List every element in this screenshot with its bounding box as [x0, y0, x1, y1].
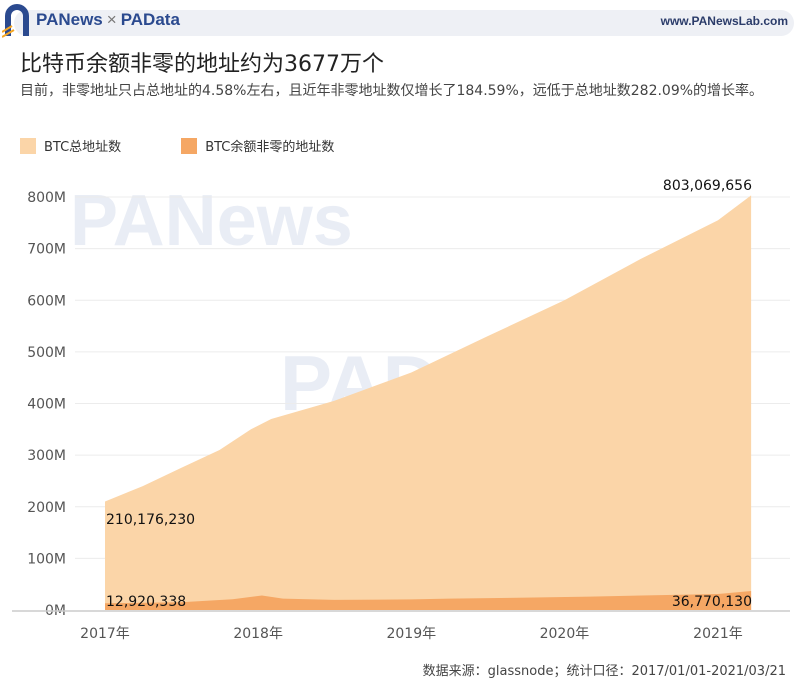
y-tick-label: 400M: [27, 397, 66, 413]
brand-panews: PANews: [36, 10, 103, 29]
y-tick-label: 500M: [27, 345, 66, 361]
legend-item-total: BTC总地址数: [20, 136, 121, 155]
chart-subtitle: 目前，非零地址只占总地址的4.58%左右，且近年非零地址数仅增长了184.59%…: [20, 83, 764, 99]
x-tick-label: 2018年: [233, 626, 283, 642]
chart-title: 比特币余额非零的地址约为3677万个: [20, 52, 384, 77]
source-note: 数据来源：glassnode；统计口径：2017/01/01-2021/03/2…: [422, 664, 786, 679]
x-tick-label: 2021年: [693, 626, 743, 642]
brand-separator: ×: [106, 10, 117, 29]
y-tick-label: 100M: [27, 551, 66, 567]
legend-item-nonzero: BTC余额非零的地址数: [181, 136, 334, 155]
data-label: 12,920,338: [106, 594, 186, 610]
data-label: 36,770,130: [672, 594, 752, 610]
brand-padata: PAData: [120, 10, 180, 29]
legend: BTC总地址数 BTC余额非零的地址数: [20, 136, 334, 155]
y-tick-label: 300M: [27, 448, 66, 464]
data-label: 210,176,230: [106, 512, 195, 528]
legend-swatch: [20, 137, 36, 154]
y-tick-label: 200M: [27, 500, 66, 516]
area-series-0: [105, 195, 752, 610]
brand: PANews × PAData: [36, 10, 180, 30]
site-url: www.PANewsLab.com: [660, 14, 788, 28]
legend-label: BTC总地址数: [44, 140, 122, 155]
area-series-1: [105, 591, 752, 610]
y-tick-label: 600M: [27, 293, 66, 309]
y-tick-label: 700M: [27, 242, 66, 258]
legend-swatch: [181, 137, 198, 154]
y-tick-label: 800M: [27, 190, 66, 206]
header-bar: [14, 10, 794, 36]
watermark-panews: PANews: [70, 181, 353, 261]
panews-logo-icon: [2, 4, 29, 38]
data-label: 803,069,656: [663, 178, 752, 194]
x-tick-label: 2017年: [80, 626, 130, 642]
x-tick-label: 2020年: [540, 626, 590, 642]
legend-label: BTC余额非零的地址数: [205, 140, 335, 155]
x-tick-label: 2019年: [386, 626, 436, 642]
